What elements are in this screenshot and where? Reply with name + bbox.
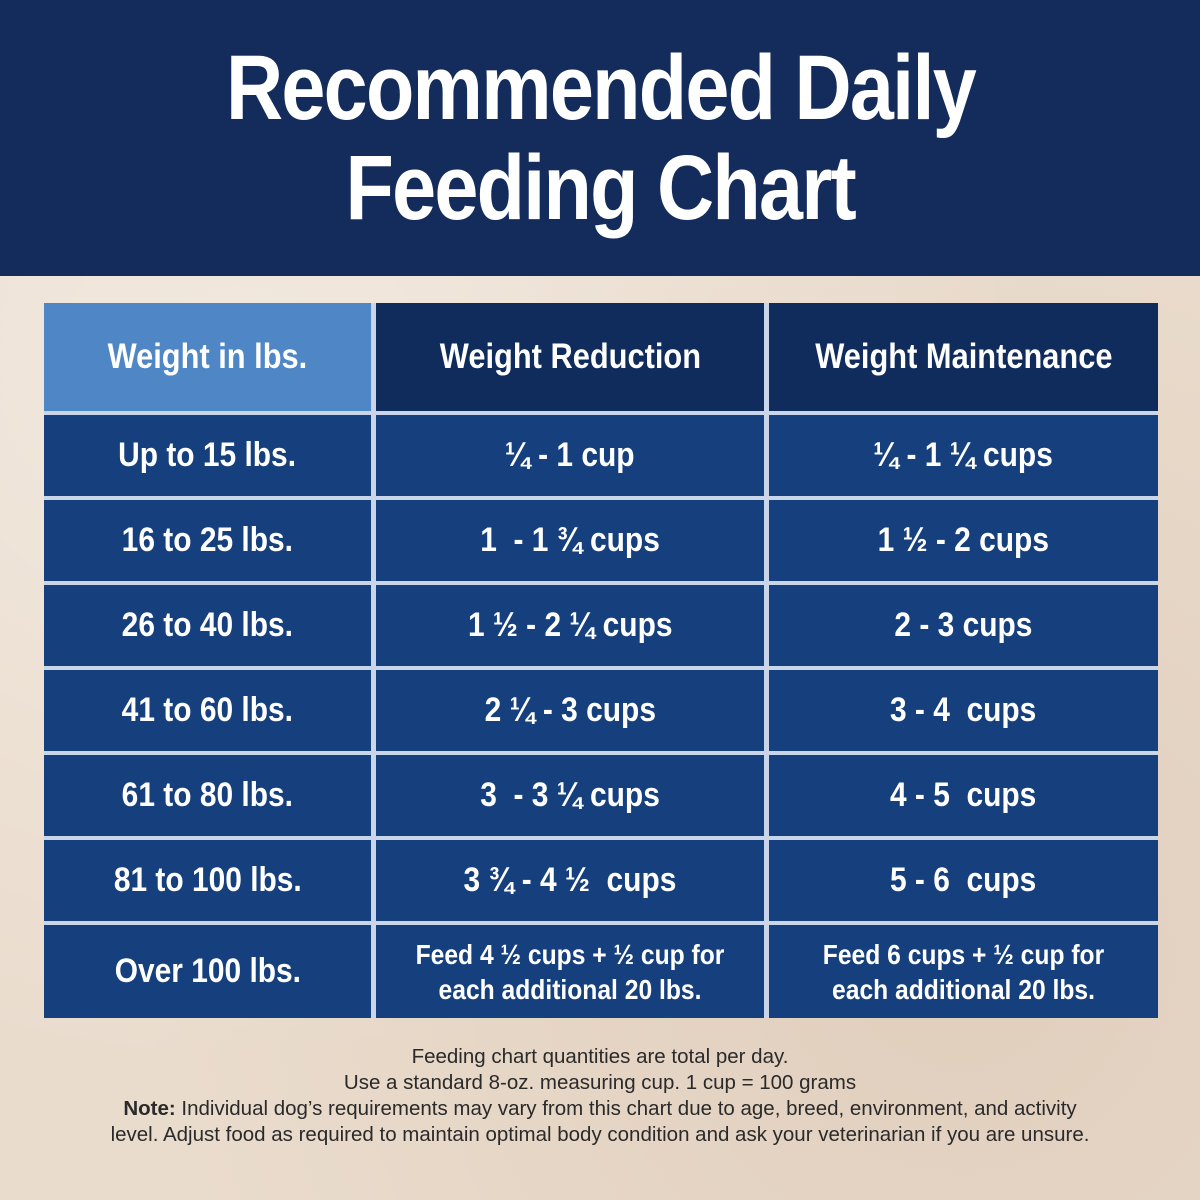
cell-maintenance: 4 - 5 cups: [769, 755, 1158, 836]
note-text: Individual dog’s requirements may vary f…: [110, 1097, 1090, 1146]
footer-line-2: Use a standard 8-oz. measuring cup. 1 cu…: [343, 1071, 857, 1094]
cell-weight: 16 to 25 lbs.: [44, 500, 371, 581]
cell-maintenance: Feed 6 cups + ½ cup for each additional …: [769, 925, 1158, 1018]
cell-reduction: 1 ½ - 2 ¼ cups: [376, 585, 764, 666]
cell-reduction: ¼ - 1 cup: [376, 415, 764, 496]
cell-weight: 41 to 60 lbs.: [44, 670, 371, 751]
cell-reduction: 2 ¼ - 3 cups: [376, 670, 764, 751]
header-weight: Weight in lbs.: [44, 303, 371, 411]
cell-weight: Up to 15 lbs.: [44, 415, 371, 496]
header-weight-maintenance: Weight Maintenance: [769, 303, 1158, 411]
header-banner: Recommended Daily Feeding Chart: [0, 0, 1200, 276]
note-label: Note:: [123, 1097, 176, 1120]
cell-reduction: Feed 4 ½ cups + ½ cup for each additiona…: [376, 925, 764, 1018]
cell-weight: 61 to 80 lbs.: [44, 755, 371, 836]
title-line-1: Recommended Daily: [225, 37, 976, 139]
cell-maintenance: 3 - 4 cups: [769, 670, 1158, 751]
cell-weight: 81 to 100 lbs.: [44, 840, 371, 921]
cell-weight: 26 to 40 lbs.: [44, 585, 371, 666]
cell-reduction: 1 - 1 ¾ cups: [376, 500, 764, 581]
cell-weight: Over 100 lbs.: [44, 925, 371, 1018]
cell-reduction: 3 ¾ - 4 ½ cups: [376, 840, 764, 921]
cell-maintenance: 2 - 3 cups: [769, 585, 1158, 666]
footer-notes: Feeding chart quantities are total per d…: [100, 1044, 1100, 1148]
feeding-table: Weight in lbs. Weight Reduction Weight M…: [44, 303, 1158, 1018]
cell-maintenance: 5 - 6 cups: [769, 840, 1158, 921]
footer-note: Note: Individual dog’s requirements may …: [100, 1096, 1100, 1148]
title-line-2: Feeding Chart: [345, 137, 856, 239]
cell-reduction: 3 - 3 ¼ cups: [376, 755, 764, 836]
header-weight-reduction: Weight Reduction: [376, 303, 764, 411]
cell-maintenance: ¼ - 1 ¼ cups: [769, 415, 1158, 496]
cell-maintenance: 1 ½ - 2 cups: [769, 500, 1158, 581]
footer-line-1: Feeding chart quantities are total per d…: [411, 1045, 789, 1068]
